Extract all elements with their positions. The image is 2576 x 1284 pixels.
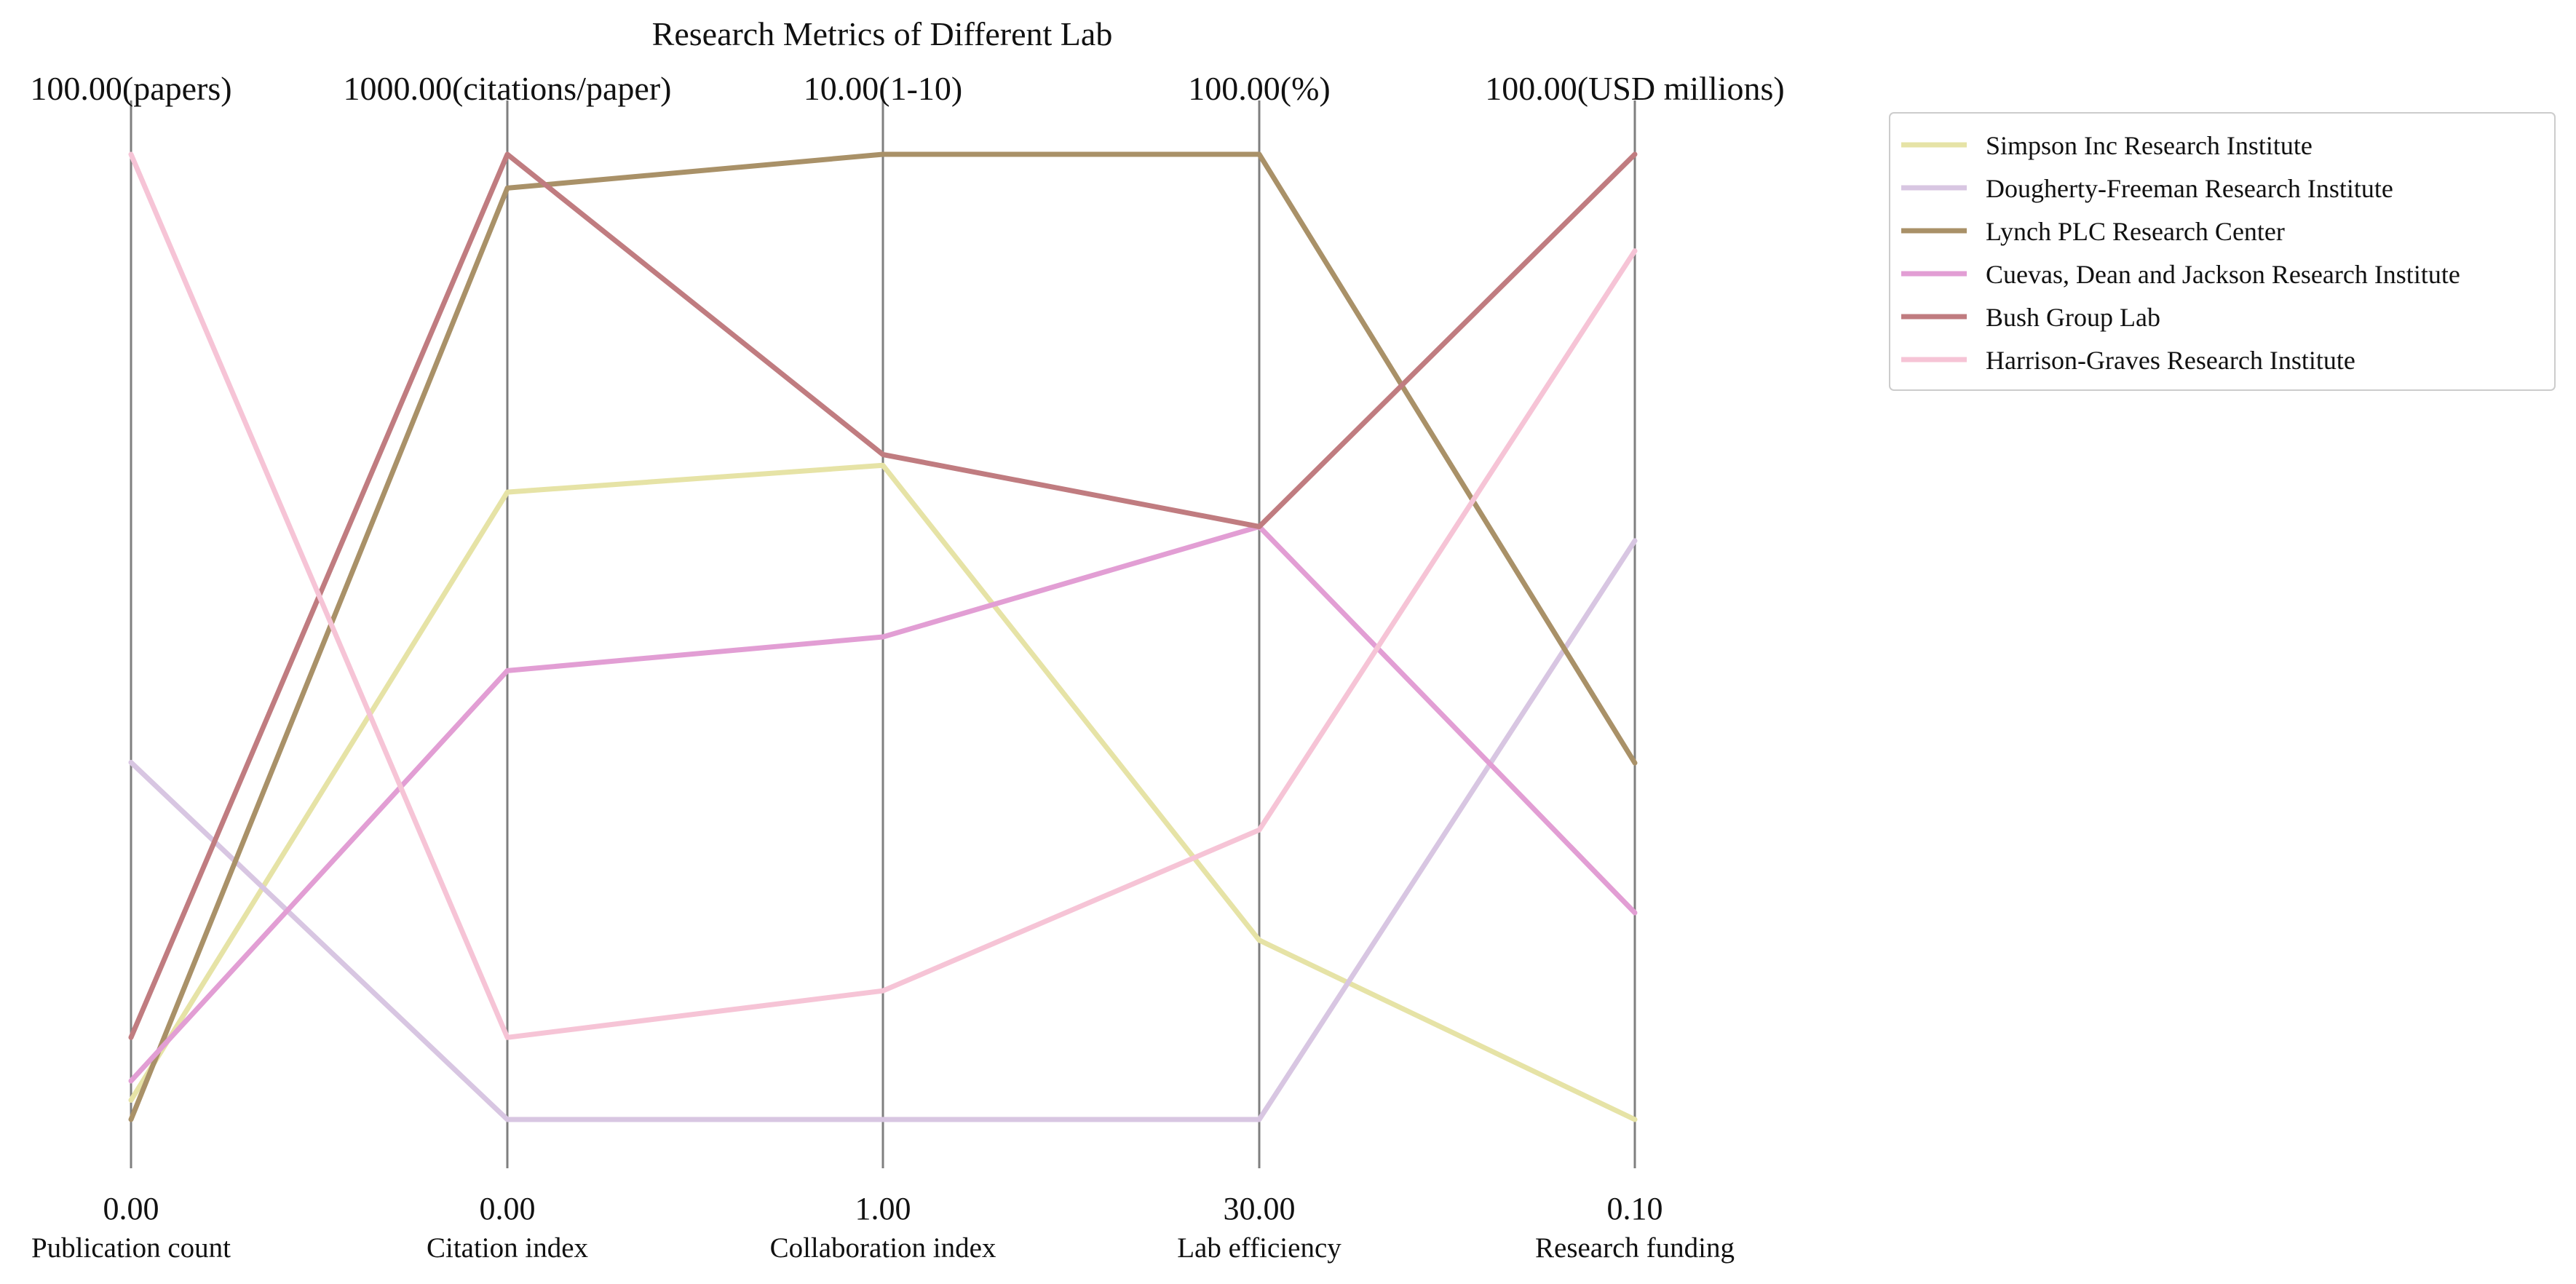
- series-line-0: [128, 462, 1638, 1122]
- axis-max-label: 100.00(%): [1188, 70, 1330, 107]
- axes-group: 100.00(papers) 0.00 Publication count 1000.…: [30, 70, 1784, 1264]
- series-line-1: [128, 538, 1638, 1122]
- legend: Simpson Inc Research Institute Dougherty-…: [1889, 112, 2556, 391]
- series-line-4: [128, 151, 1638, 1040]
- axis-min-label: 30.00: [1224, 1191, 1296, 1226]
- series-line-2: [128, 151, 1638, 1122]
- axis-min-label: 0.00: [480, 1191, 536, 1226]
- axis-name-label: Citation index: [427, 1232, 589, 1264]
- axis-min-label: 1.00: [855, 1191, 911, 1226]
- axis-name-label: Research funding: [1535, 1232, 1735, 1264]
- axis-max-label: 10.00(1-10): [804, 70, 962, 107]
- legend-label: Harrison-Graves Research Institute: [1986, 346, 2355, 375]
- series-line-5: [128, 151, 1638, 1040]
- legend-label: Lynch PLC Research Center: [1986, 217, 2285, 246]
- axis-max-label: 100.00(USD millions): [1485, 70, 1784, 107]
- series-lines: [128, 151, 1638, 1122]
- chart-title: Research Metrics of Different Lab: [652, 15, 1113, 52]
- axis-min-label: 0.00: [103, 1191, 159, 1226]
- series-line-3: [128, 524, 1638, 1084]
- legend-label: Bush Group Lab: [1986, 303, 2160, 332]
- legend-frame: [1889, 112, 2556, 391]
- axis-name-label: Collaboration index: [770, 1232, 996, 1264]
- axis-max-label: 100.00(papers): [30, 70, 231, 107]
- axis-min-label: 0.10: [1607, 1191, 1663, 1226]
- axis-name-label: Lab efficiency: [1177, 1232, 1341, 1264]
- legend-label: Dougherty-Freeman Research Institute: [1986, 174, 2393, 203]
- legend-label: Simpson Inc Research Institute: [1986, 131, 2313, 160]
- axis-max-label: 1000.00(citations/paper): [344, 70, 672, 107]
- legend-label: Cuevas, Dean and Jackson Research Instit…: [1986, 260, 2460, 289]
- axis-name-label: Publication count: [31, 1232, 231, 1264]
